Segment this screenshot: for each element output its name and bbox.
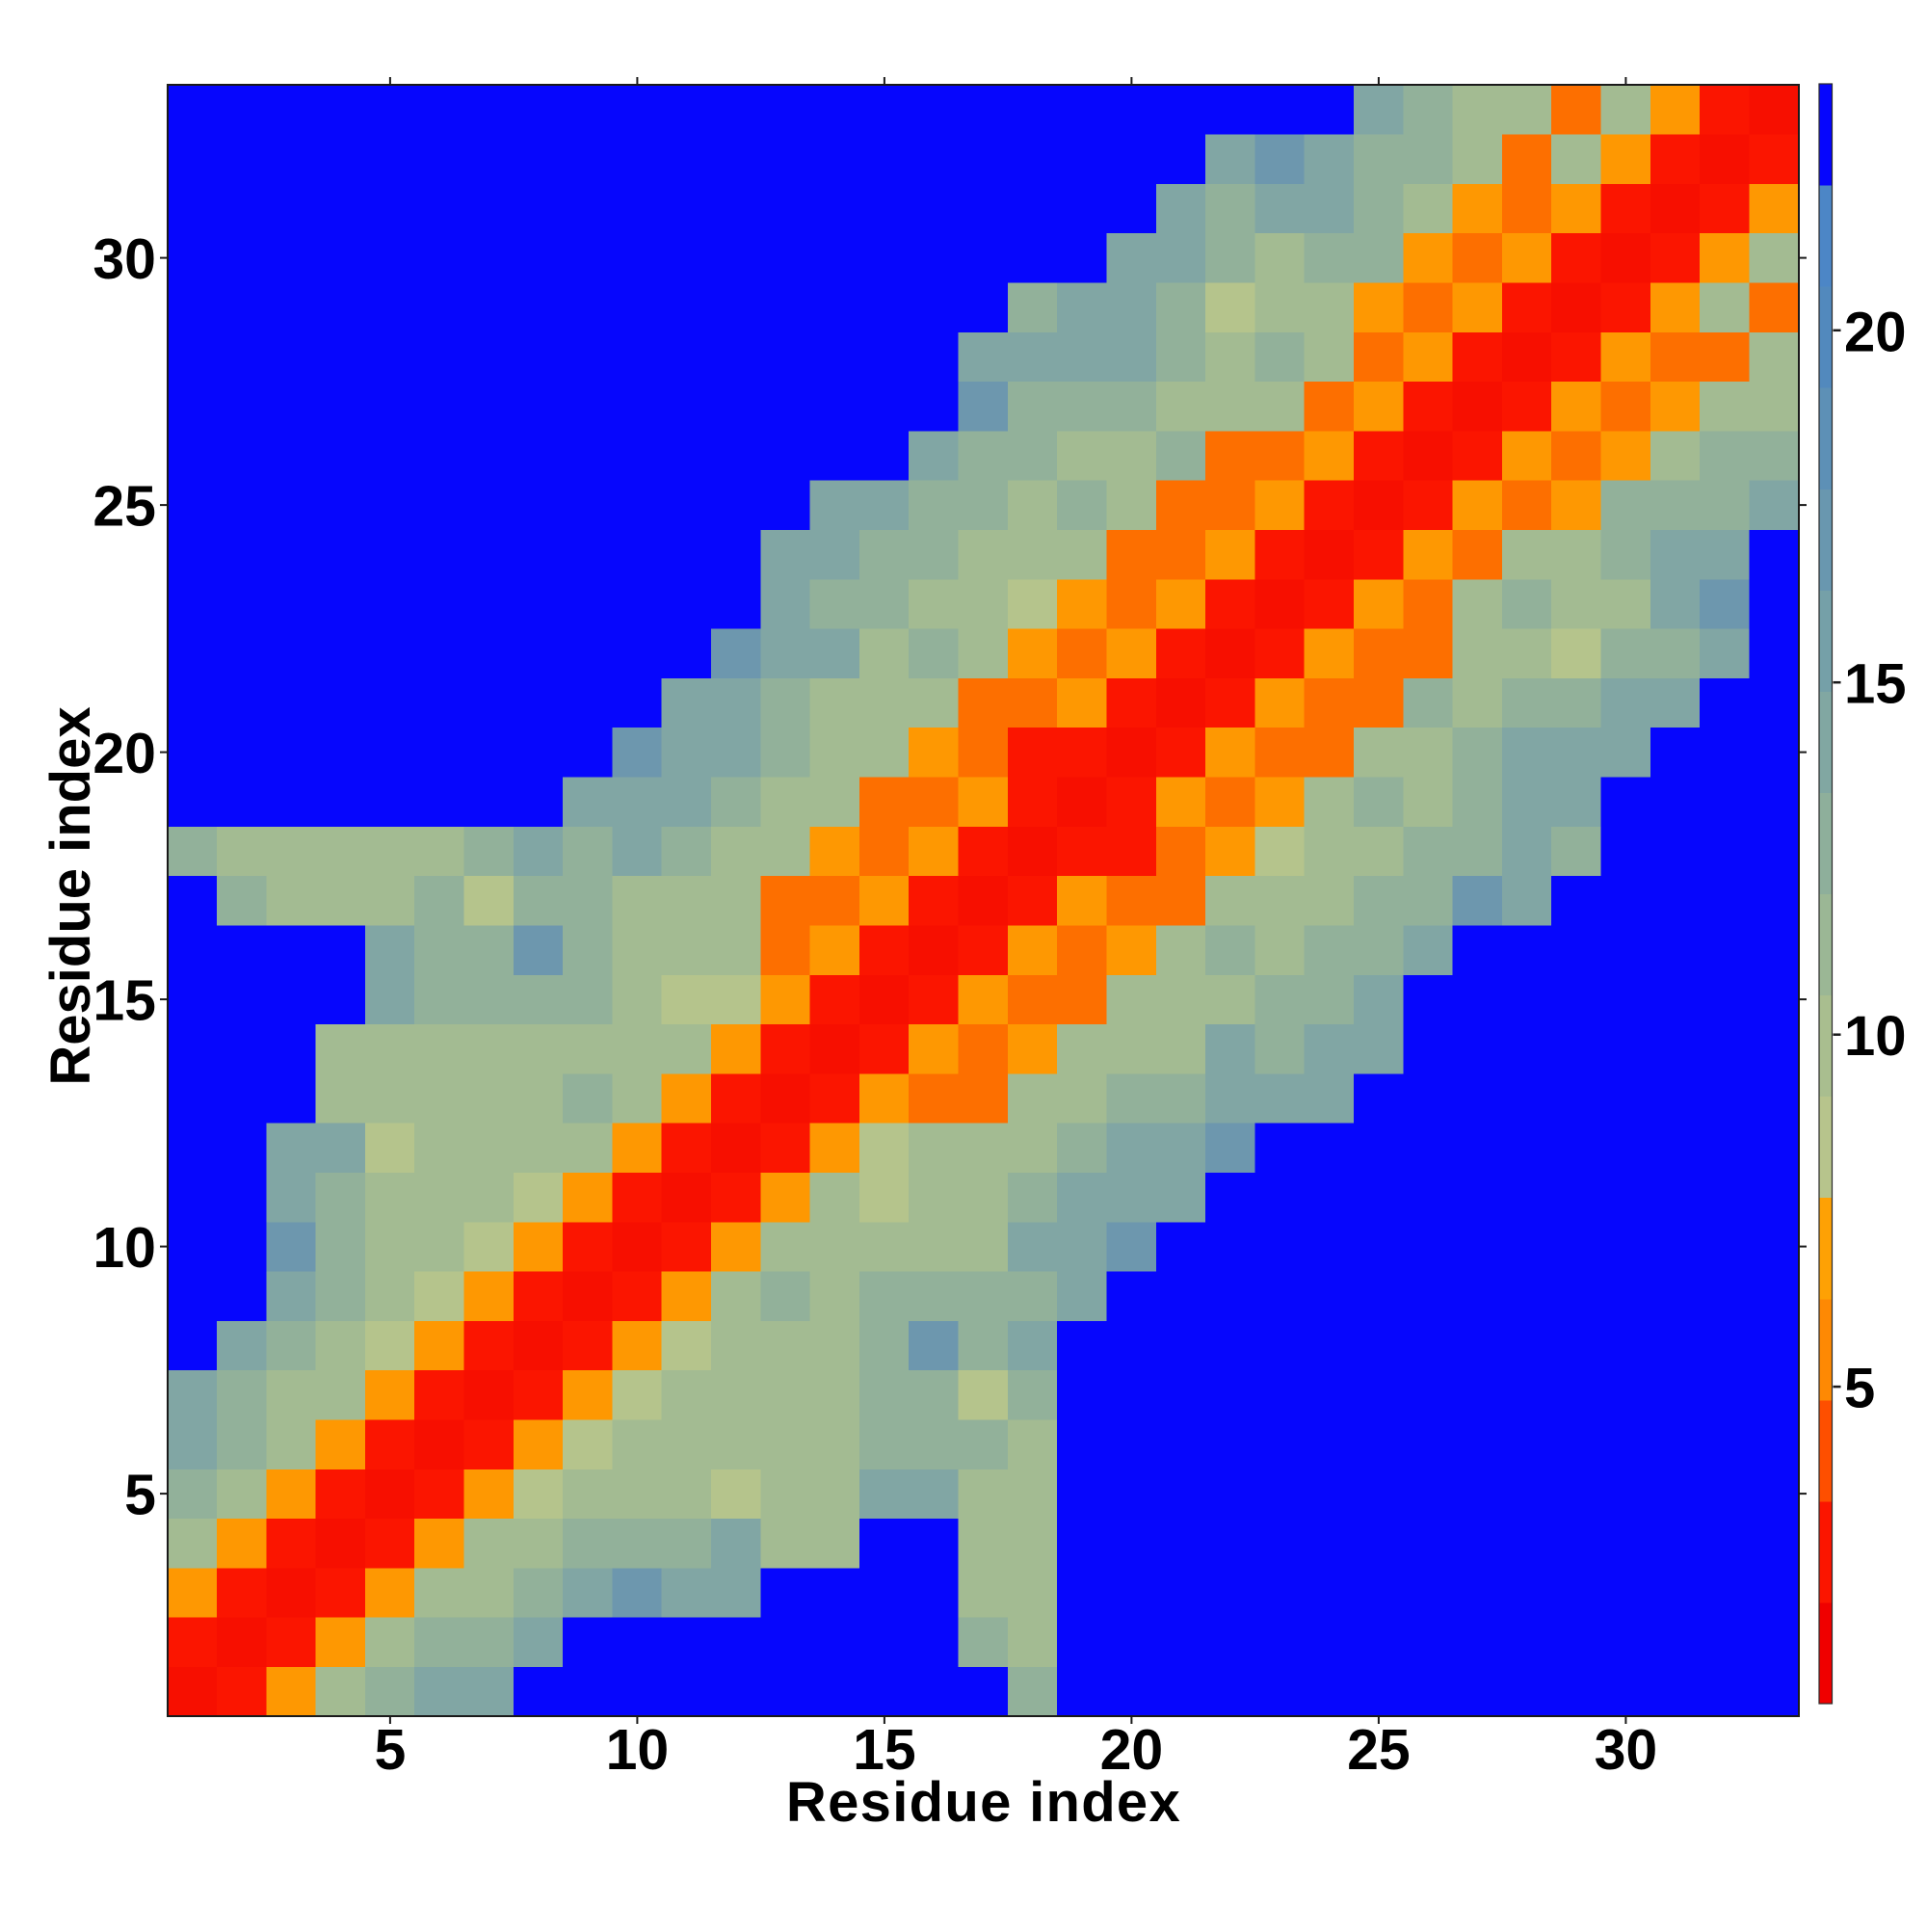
svg-text:Residue index: Residue index <box>40 706 102 1085</box>
svg-text:15: 15 <box>92 969 156 1033</box>
svg-text:30: 30 <box>92 227 156 291</box>
svg-text:Residue index: Residue index <box>786 1771 1181 1834</box>
svg-text:5: 5 <box>1844 1358 1875 1420</box>
svg-text:10: 10 <box>92 1216 156 1280</box>
svg-text:15: 15 <box>1844 653 1907 716</box>
svg-text:20: 20 <box>92 722 156 785</box>
svg-text:20: 20 <box>1844 301 1907 363</box>
svg-text:25: 25 <box>92 475 156 539</box>
svg-text:25: 25 <box>1347 1718 1411 1782</box>
svg-text:10: 10 <box>1844 1005 1907 1068</box>
svg-text:30: 30 <box>1595 1718 1658 1782</box>
svg-text:5: 5 <box>374 1718 406 1782</box>
svg-text:5: 5 <box>124 1464 156 1527</box>
svg-text:15: 15 <box>853 1718 916 1782</box>
svg-text:10: 10 <box>606 1718 670 1782</box>
svg-text:20: 20 <box>1100 1718 1164 1782</box>
